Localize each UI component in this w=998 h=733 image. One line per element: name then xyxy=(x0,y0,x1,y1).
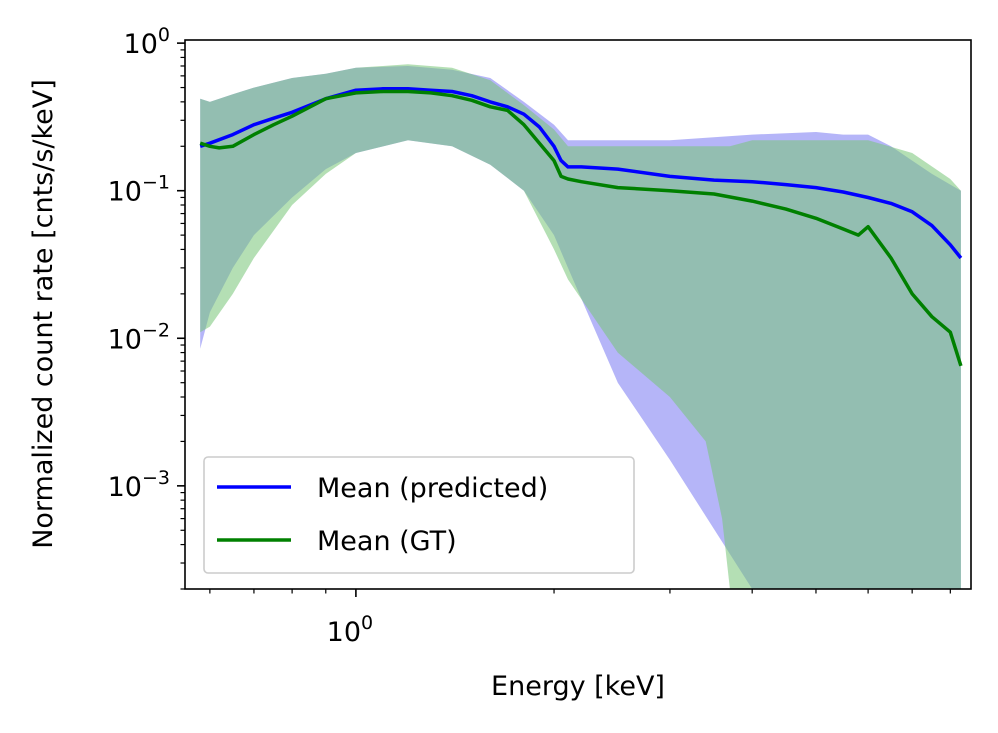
y-axis-label: Normalized count rate [cnts/s/keV] xyxy=(28,79,59,549)
y-tick-label: 10−3 xyxy=(108,467,170,503)
plot-frame xyxy=(184,39,972,590)
legend-label-gt: Mean (GT) xyxy=(317,526,457,557)
legend-label-predicted: Mean (predicted) xyxy=(317,473,548,504)
y-tick-label: 100 xyxy=(124,24,170,60)
bands-layer xyxy=(200,64,961,589)
series-line-1 xyxy=(199,89,963,367)
y-tick-label: 10−2 xyxy=(108,319,170,355)
band-1 xyxy=(200,64,961,589)
lines-layer xyxy=(199,87,963,367)
ticks-layer: 100 10−1 10−2 10−3 100 xyxy=(108,24,951,648)
legend-box xyxy=(203,456,635,574)
legend: Mean (predicted) Mean (GT) xyxy=(203,456,635,574)
x-tick-label: 100 xyxy=(327,612,373,648)
y-tick-label: 10−1 xyxy=(108,172,170,208)
x-axis-label: Energy [keV] xyxy=(491,671,665,702)
